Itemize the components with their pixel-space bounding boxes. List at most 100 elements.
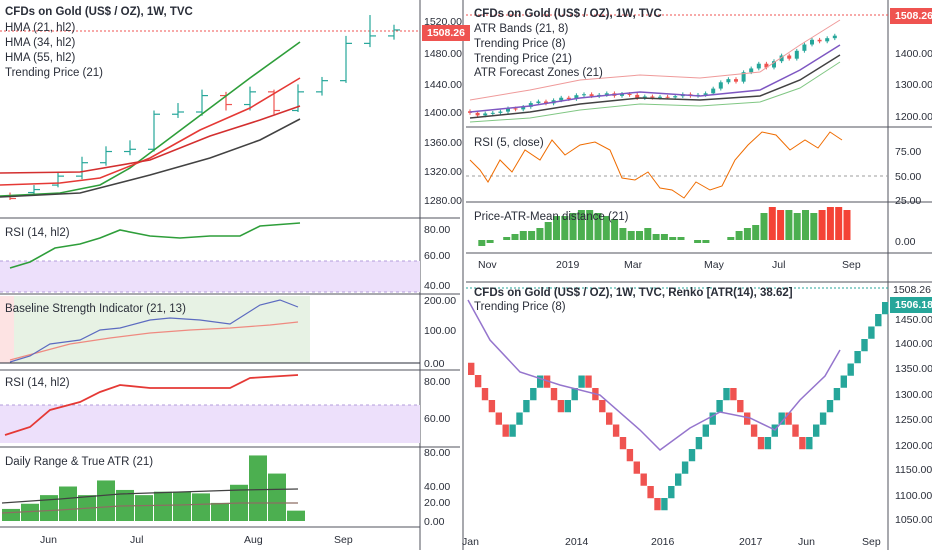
rt-candle-body <box>620 93 624 96</box>
daily-y-tick: 80.00 <box>424 447 450 459</box>
rt-dist-bar <box>694 240 702 243</box>
legend-renko-trend[interactable]: Trending Price (8) <box>474 301 566 313</box>
renko-brick <box>502 424 509 437</box>
renko-y-tick: 1300.00 <box>895 389 932 401</box>
rt-candle-body <box>825 38 830 42</box>
hma-21-line <box>0 41 301 197</box>
daily-y-tick: 20.00 <box>424 497 450 509</box>
renko-brick <box>537 375 544 388</box>
daily-range-bar <box>97 480 115 521</box>
rt-dist-bar <box>611 219 619 240</box>
left-rsi-title[interactable]: RSI (14, hl2) <box>5 227 70 239</box>
left-y-tick: 1480.00 <box>424 48 462 60</box>
renko-x-tick: Jan <box>462 536 479 548</box>
rt-dist-bar <box>810 213 818 240</box>
rt-dist-bar <box>602 216 610 240</box>
rt-dist-bar <box>702 240 710 243</box>
renko-brick <box>826 400 834 413</box>
left-price-tag: 1508.26 <box>422 25 470 41</box>
daily-y-tick: 0.00 <box>424 516 445 528</box>
hma-55-line <box>0 118 301 198</box>
rt-candle-body <box>468 111 472 113</box>
rt-candle-body <box>779 55 784 62</box>
left-y-tick: 1400.00 <box>424 107 462 119</box>
rt-candle-body <box>749 68 754 73</box>
renko-brick <box>695 437 703 450</box>
rt-dist-title[interactable]: Price-ATR-Mean distance (21) <box>474 211 629 223</box>
renko-y-tick: 1450.00 <box>895 314 932 326</box>
rt-x-tick: May <box>704 259 725 271</box>
left-x-tick: Jun <box>40 534 57 546</box>
legend-trending-price-21[interactable]: Trending Price (21) <box>5 67 104 79</box>
legend-trending-price-8[interactable]: Trending Price (8) <box>474 38 566 50</box>
renko-brick <box>530 388 537 401</box>
daily-range-bar <box>268 473 286 521</box>
daily-y-tick: 40.00 <box>424 481 450 493</box>
rt-rsi-line <box>469 131 843 199</box>
rt-candle-body <box>673 96 678 98</box>
rt-candle-body <box>490 112 495 114</box>
trending-price-21-line <box>0 105 301 174</box>
left-x-tick: Jul <box>130 534 143 546</box>
legend-trending-price-21b[interactable]: Trending Price (21) <box>474 53 573 65</box>
rt-candle-body <box>483 113 488 116</box>
renko-x-tick: 2017 <box>739 536 763 548</box>
renko-y-tick: 1350.00 <box>895 363 932 375</box>
rt-dist-bar <box>594 213 602 240</box>
renko-y-tick: 1050.00 <box>895 514 932 526</box>
rt-candle-body <box>772 61 776 68</box>
renko-y-tick: 1250.00 <box>895 414 932 426</box>
rt-rsi-title[interactable]: RSI (5, close) <box>474 137 544 149</box>
rt-candle-body <box>506 108 510 112</box>
renko-brick <box>723 388 730 401</box>
rsi2-band <box>0 405 420 443</box>
rt-dist-bar <box>569 213 577 240</box>
rt-candle-body <box>703 93 708 95</box>
rt-dist-bar <box>818 210 826 240</box>
baseline-title[interactable]: Baseline Strength Indicator (21, 13) <box>5 303 186 315</box>
legend-hma-34[interactable]: HMA (34, hl2) <box>5 37 76 49</box>
renko-brick <box>854 351 861 364</box>
rt-candle-body <box>627 93 632 95</box>
renko-brick <box>633 461 640 474</box>
rt-dist-bar <box>802 210 809 240</box>
baseline-y-tick: 200.00 <box>424 295 456 307</box>
rt-rsi-y-tick: 25.00 <box>895 195 921 207</box>
renko-brick <box>509 424 516 437</box>
rt-dist-bar <box>536 228 544 240</box>
rt-price-tag: 1508.26 <box>890 8 932 24</box>
rt-dist-bar <box>519 231 527 240</box>
rt-candle-body <box>802 44 807 51</box>
rt-dist-bar <box>652 234 660 240</box>
rt-candle-body <box>665 96 670 98</box>
rt-dist-bar <box>528 231 536 240</box>
rt-dist-bar <box>768 207 776 240</box>
rt-candle-body <box>817 39 822 42</box>
legend-atr-bands[interactable]: ATR Bands (21, 8) <box>474 23 569 35</box>
legend-atr-forecast[interactable]: ATR Forecast Zones (21) <box>474 67 603 79</box>
rt-dist-bar <box>486 240 494 243</box>
legend-hma-55[interactable]: HMA (55, hl2) <box>5 52 76 64</box>
renko-y-tick: 1400.00 <box>895 338 932 350</box>
left-rsi2-title[interactable]: RSI (14, hl2) <box>5 377 70 389</box>
daily-range-bar <box>59 486 77 521</box>
rt-candle-body <box>718 82 723 89</box>
renko-brick <box>716 400 723 413</box>
renko-brick <box>599 400 606 413</box>
renko-brick <box>785 412 792 425</box>
renko-brick <box>681 461 689 474</box>
daily-range-title[interactable]: Daily Range & True ATR (21) <box>5 456 154 468</box>
rt-candle-body <box>658 96 662 98</box>
baseline-y-tick: 100.00 <box>424 325 456 337</box>
daily-range-bar <box>211 502 229 521</box>
renko-brick <box>833 388 841 401</box>
rt-candle-body <box>642 96 647 99</box>
renko-brick <box>578 375 585 388</box>
legend-hma-21[interactable]: HMA (21, hl2) <box>5 22 76 34</box>
rt-y-tick: 1300.00 <box>895 79 932 91</box>
rt-dist-bar <box>660 234 668 240</box>
rt-dist-bar <box>586 210 594 240</box>
rt-candle-body <box>756 63 761 69</box>
